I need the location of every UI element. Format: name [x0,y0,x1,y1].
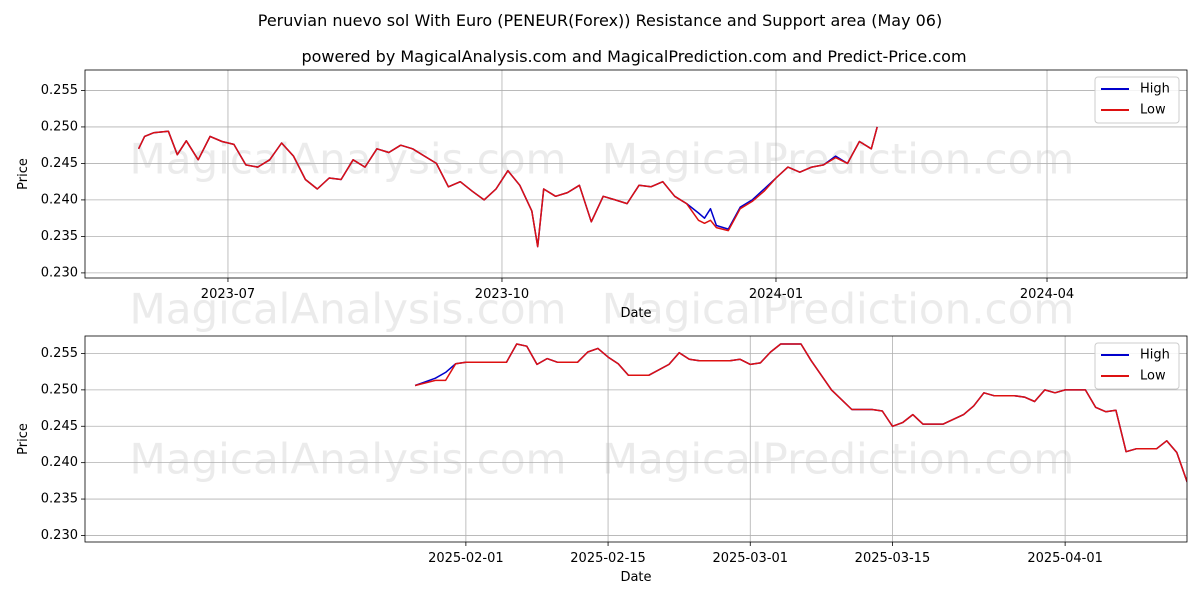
y-tick-label: 0.245 [41,156,78,171]
watermark-text: MagicalAnalysis.com [130,285,567,334]
y-tick-label: 0.235 [41,492,78,507]
x-axis-label: Date [620,306,651,321]
y-tick-label: 0.235 [41,229,78,244]
x-tick-label: 2025-02-01 [428,551,504,566]
legend-label-low: Low [1140,369,1166,384]
plot-frame [84,69,1188,279]
watermark-text: MagicalAnalysis.com [130,435,567,484]
x-axis-label: Date [620,570,651,585]
y-axis-label: Price [16,158,31,190]
chart-subtitle: powered by MagicalAnalysis.com and Magic… [301,47,966,66]
y-tick-label: 0.250 [41,119,78,134]
legend-label-high: High [1140,348,1170,363]
legend: High Low [1094,342,1180,390]
x-tick-label: 2023-07 [201,287,255,302]
y-tick-label: 0.255 [41,83,78,98]
chart-title: Peruvian nuevo sol With Euro (PENEUR(For… [258,11,942,30]
x-tick-label: 2025-02-15 [570,551,646,566]
watermark-text: MagicalPrediction.com [602,285,1075,334]
y-tick-label: 0.250 [41,382,78,397]
watermark-text: MagicalPrediction.com [602,435,1075,484]
plot-frame [84,335,1188,543]
panel-1: MagicalAnalysis.com MagicalPrediction.com… [16,69,1188,334]
y-tick-label: 0.230 [41,265,78,280]
panel-2: MagicalAnalysis.com MagicalPrediction.com… [16,335,1188,585]
x-tick-label: 2023-10 [475,287,529,302]
y-tick-label: 0.255 [41,346,78,361]
legend-label-high: High [1140,82,1170,97]
y-tick-label: 0.240 [41,455,78,470]
x-tick-label: 2025-03-15 [855,551,931,566]
x-tick-label: 2025-04-01 [1027,551,1103,566]
y-tick-label: 0.240 [41,192,78,207]
y-tick-label: 0.245 [41,419,78,434]
legend-label-low: Low [1140,103,1166,118]
legend: High Low [1094,76,1180,124]
x-tick-label: 2025-03-01 [712,551,788,566]
y-axis-label: Price [16,423,31,455]
y-tick-label: 0.230 [41,528,78,543]
watermark-text: MagicalAnalysis.com [130,135,567,184]
x-tick-label: 2024-01 [749,287,803,302]
series-line-low [137,126,878,248]
series-line-low [414,343,1187,483]
x-tick-label: 2024-04 [1020,287,1074,302]
